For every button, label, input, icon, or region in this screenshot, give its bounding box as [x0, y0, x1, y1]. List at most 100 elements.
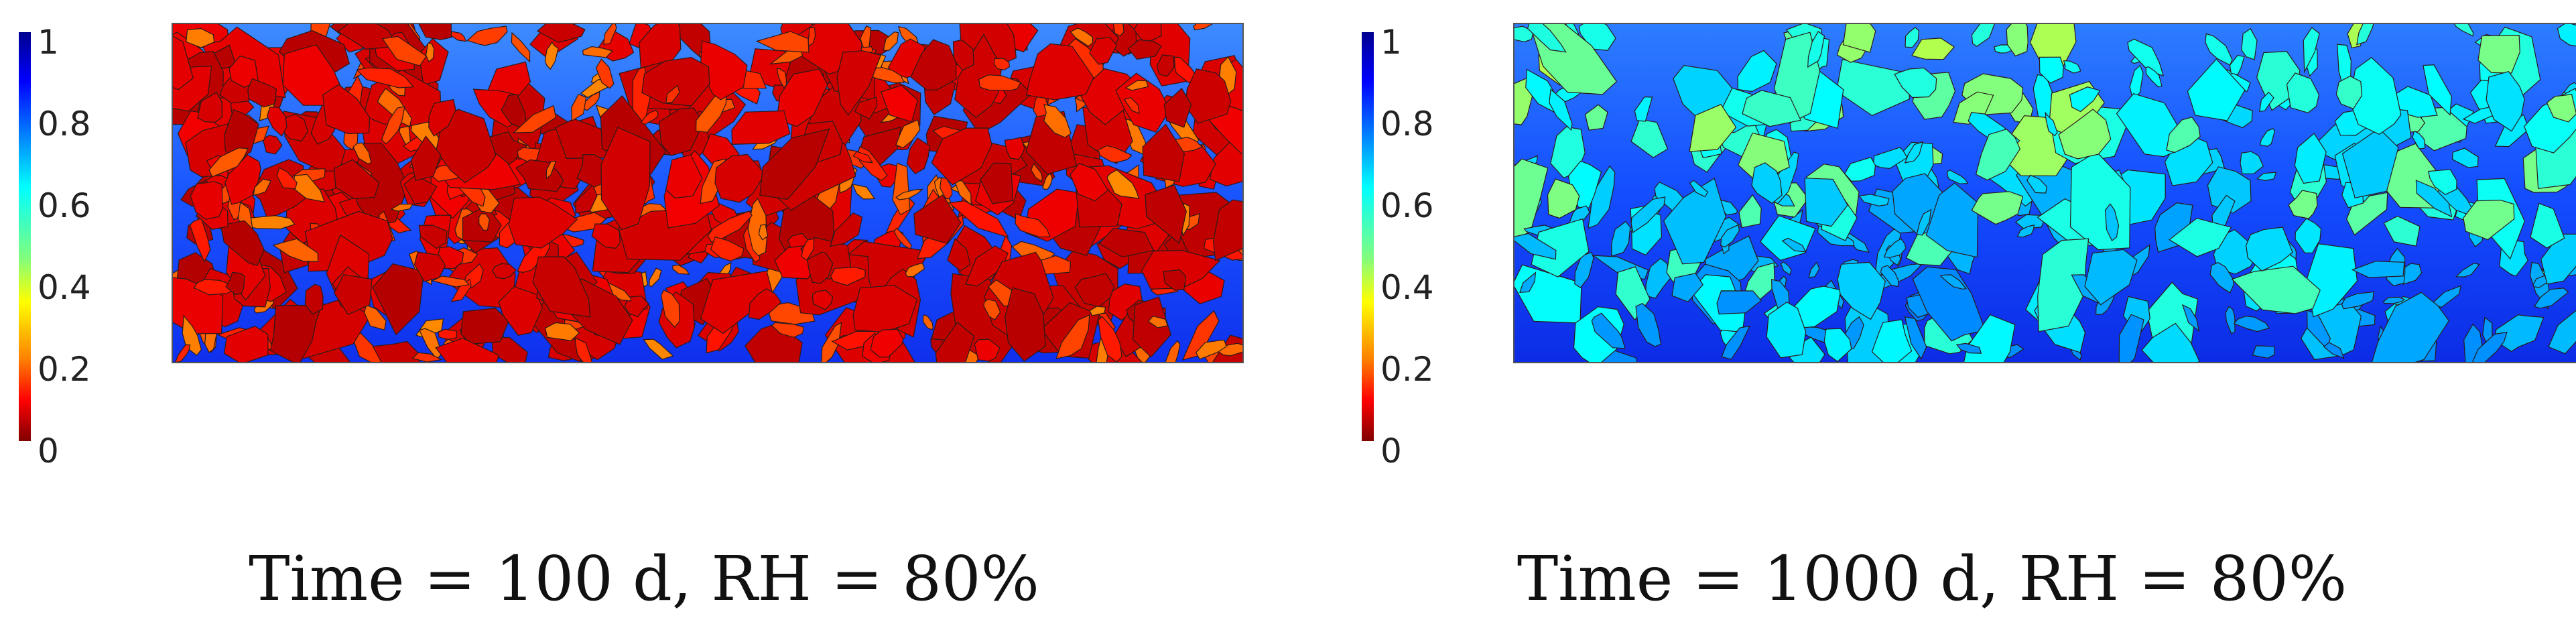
aggregate-particle — [1925, 182, 1979, 258]
aggregate-particle — [2286, 72, 2320, 113]
aggregate-particle — [352, 142, 372, 165]
aggregate-particle — [186, 27, 215, 48]
aggregate-particle — [2231, 265, 2321, 314]
aggregate-particle — [1527, 24, 1567, 53]
aggregate-particle — [1141, 249, 1221, 290]
aggregate-particle — [492, 263, 517, 279]
aggregate-particle — [658, 107, 704, 156]
colorbar-tick-0: 0 — [38, 432, 59, 471]
aggregate-particle — [410, 135, 442, 182]
aggregate-particle — [1165, 340, 1181, 362]
aggregate-particle — [1025, 43, 1094, 101]
colorbar-tick-0.6: 0.6 — [1380, 186, 1434, 225]
aggregate-particle — [449, 31, 467, 42]
aggregate-particle — [935, 322, 975, 362]
aggregate-particle — [2259, 128, 2276, 147]
aggregate-particle — [281, 113, 308, 142]
aggregate-particle — [905, 262, 925, 277]
aggregate-particle — [910, 39, 957, 90]
aggregate-particle — [2129, 64, 2144, 101]
aggregate-particle — [403, 174, 438, 205]
aggregate-particle — [381, 106, 405, 145]
aggregate-particle — [1212, 199, 1242, 261]
aggregate-particle — [978, 74, 1021, 91]
aggregate-particle — [1113, 24, 1124, 37]
aggregate-particle — [1842, 24, 1876, 53]
aggregate-particle — [801, 238, 815, 261]
aggregate-particle — [812, 290, 834, 310]
aggregate-particle — [2530, 202, 2565, 249]
aggregate-particle — [1098, 228, 1155, 258]
aggregate-particle — [1823, 328, 1852, 362]
panel-100d: 1 0.8 0.6 0.4 0.2 0 Time = 100 d, RH = 8… — [19, 23, 1244, 615]
aggregate-particle — [922, 314, 933, 330]
aggregate-particle — [2383, 215, 2421, 247]
aggregate-particle — [2122, 296, 2150, 336]
aggregate-particle — [940, 177, 953, 200]
aggregate-particle — [2084, 249, 2138, 306]
aggregate-particle — [2540, 233, 2576, 285]
aggregate-particle — [2118, 314, 2144, 362]
aggregate-particle — [229, 55, 259, 88]
aggregate-particle — [197, 91, 223, 123]
aggregate-particle — [545, 160, 557, 180]
aggregate-particle — [418, 24, 452, 40]
aggregate-particle — [1911, 38, 1955, 60]
aggregate-particle — [189, 217, 211, 263]
colorbar-tick-0.8: 0.8 — [38, 105, 91, 143]
aggregate-particle — [665, 84, 680, 104]
aggregate-particle — [1106, 169, 1140, 199]
aggregate-particle — [2225, 306, 2236, 334]
aggregate-particle — [1145, 184, 1187, 245]
aggregate-particle — [220, 220, 265, 267]
aggregate-particle — [1883, 238, 1907, 258]
aggregate-particle — [2063, 60, 2081, 74]
aggregate-particle — [1124, 80, 1149, 91]
aggregate-particle — [1971, 24, 1995, 47]
aggregate-particle — [913, 194, 962, 244]
aggregate-particle — [575, 184, 598, 214]
aggregate-particle — [511, 32, 531, 63]
aggregate-layer — [1515, 24, 2576, 362]
aggregate-particle — [501, 94, 527, 129]
aggregate-particle — [2303, 27, 2320, 74]
aggregate-particle — [512, 105, 557, 133]
aggregate-particle — [2037, 238, 2089, 332]
aggregate-particle — [2026, 174, 2048, 194]
aggregate-particle — [643, 338, 674, 360]
aggregate-particle — [895, 119, 921, 149]
aggregate-particle — [413, 251, 446, 282]
aggregate-particle — [1004, 137, 1025, 160]
aggregate-particle — [2427, 169, 2457, 195]
colorbar-tick-1: 1 — [38, 23, 59, 62]
aggregate-particle — [852, 285, 918, 333]
aggregate-particle — [2256, 172, 2277, 182]
aggregate-particle — [390, 203, 414, 212]
aggregate-particle — [1634, 97, 1653, 122]
aggregate-particle — [1894, 67, 1937, 99]
aggregate-particle — [2335, 75, 2363, 110]
aggregate-particle — [2371, 292, 2450, 362]
aggregate-particle — [1916, 208, 1932, 236]
aggregate-particle — [508, 196, 578, 249]
aggregate-particle — [1737, 50, 1777, 92]
aggregate-particle — [1721, 325, 1751, 360]
aggregate-particle — [2548, 310, 2576, 355]
aggregate-particle — [1591, 312, 1626, 349]
aggregate-particle — [1975, 129, 2020, 181]
aggregate-particle — [2209, 262, 2234, 294]
aggregate-particle — [1742, 90, 1801, 127]
humidity-field-plot — [1515, 24, 2576, 362]
aggregate-particle — [2341, 291, 2374, 310]
aggregate-particle — [759, 128, 830, 200]
aggregate-particle — [532, 256, 591, 318]
aggregate-particle — [2259, 91, 2274, 113]
aggregate-particle — [1519, 271, 1537, 293]
aggregate-particle — [1858, 194, 1890, 207]
aggregate-particle — [2382, 296, 2406, 304]
aggregate-particle — [640, 109, 659, 125]
aggregate-particle — [836, 50, 882, 116]
aggregate-particle — [224, 109, 259, 164]
aggregate-particle — [892, 162, 911, 216]
aggregate-particle — [2240, 151, 2264, 175]
